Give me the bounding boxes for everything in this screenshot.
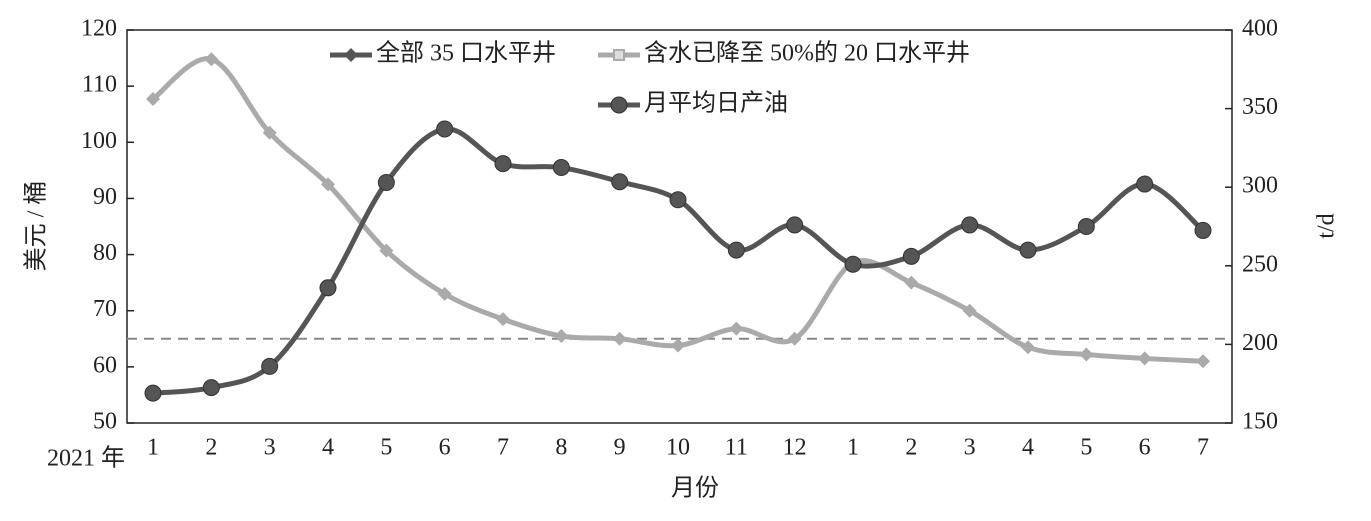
x-tick-label: 12 xyxy=(783,435,807,461)
y2-tick-label: 300 xyxy=(1242,173,1278,199)
data-point xyxy=(611,173,629,191)
data-point xyxy=(379,243,394,258)
legend-label: 全部 35 口水平井 xyxy=(376,40,556,67)
data-point xyxy=(319,279,337,297)
data-point xyxy=(904,275,919,290)
y2-tick-label: 350 xyxy=(1242,94,1278,120)
data-point xyxy=(786,216,804,234)
x-tick-label: 4 xyxy=(1022,435,1034,461)
x-tick-label: 10 xyxy=(666,435,690,461)
x-tick-label: 3 xyxy=(264,435,276,461)
y2-tick-label: 400 xyxy=(1242,16,1278,42)
data-point xyxy=(729,321,744,336)
y-tick-label: 120 xyxy=(81,16,117,42)
legend-marker xyxy=(344,48,358,62)
y-tick-label: 70 xyxy=(93,296,117,322)
data-point xyxy=(262,125,277,140)
data-point xyxy=(671,338,685,353)
x-tick-label: 2 xyxy=(205,435,217,461)
data-point xyxy=(669,191,687,209)
x-tick-label: 1 xyxy=(147,435,159,461)
x-tick-label: 5 xyxy=(1080,435,1092,461)
data-point xyxy=(1136,175,1154,193)
y2-tick-label: 200 xyxy=(1242,330,1278,356)
x-tick-label: 9 xyxy=(614,435,626,461)
year-label: 2021 年 xyxy=(47,445,125,472)
data-point xyxy=(496,312,510,327)
data-point xyxy=(902,247,920,265)
y-axis-label: 美元 / 桶 xyxy=(23,181,50,272)
legend-marker xyxy=(610,96,628,114)
x-tick-label: 11 xyxy=(725,435,748,461)
legend-label: 月平均日产油 xyxy=(644,90,788,117)
data-point xyxy=(1194,221,1212,239)
data-point xyxy=(261,357,279,375)
x-tick-label: 3 xyxy=(964,435,976,461)
data-point xyxy=(144,384,162,402)
x-tick-label: 4 xyxy=(322,435,334,461)
data-point xyxy=(552,159,570,177)
data-point xyxy=(377,173,395,191)
y-tick-label: 80 xyxy=(93,240,117,266)
x-tick-label: 6 xyxy=(1139,435,1151,461)
data-point xyxy=(1196,354,1210,369)
y-tick-label: 50 xyxy=(93,409,117,435)
data-point xyxy=(437,286,452,301)
y2-tick-label: 150 xyxy=(1242,409,1278,435)
legend-marker xyxy=(613,49,625,61)
data-point xyxy=(436,120,454,138)
data-point xyxy=(1077,218,1095,235)
data-point xyxy=(787,331,802,346)
x-tick-label: 2 xyxy=(905,435,917,461)
data-point xyxy=(961,216,979,234)
x-tick-label: 1 xyxy=(847,435,859,461)
x-tick-label: 7 xyxy=(497,435,509,461)
x-tick-label: 5 xyxy=(380,435,392,461)
y2-tick-label: 250 xyxy=(1242,251,1278,277)
data-point xyxy=(1137,351,1152,366)
data-point xyxy=(146,92,160,107)
data-point xyxy=(202,379,220,397)
y-tick-label: 60 xyxy=(93,352,117,378)
y-tick-label: 110 xyxy=(82,72,117,98)
plot-frame xyxy=(126,29,1233,424)
data-point xyxy=(554,328,569,343)
x-tick-label: 6 xyxy=(439,435,451,461)
data-point xyxy=(494,155,512,173)
data-point xyxy=(844,255,862,273)
legend-label: 含水已降至 50%的 20 口水平井 xyxy=(644,40,970,67)
x-tick-label: 8 xyxy=(555,435,567,461)
data-point xyxy=(1021,340,1035,355)
data-point xyxy=(204,52,219,67)
y-tick-label: 90 xyxy=(93,184,117,210)
data-point xyxy=(962,303,977,318)
data-point xyxy=(321,177,335,192)
data-point xyxy=(727,241,745,259)
data-point xyxy=(1079,347,1094,362)
y-tick-label: 100 xyxy=(81,128,117,154)
x-tick-label: 7 xyxy=(1197,435,1209,461)
x-axis-label: 月份 xyxy=(671,475,719,502)
data-point xyxy=(1019,241,1037,259)
data-point xyxy=(612,331,627,346)
y2-axis-label: t/d xyxy=(1314,213,1340,238)
